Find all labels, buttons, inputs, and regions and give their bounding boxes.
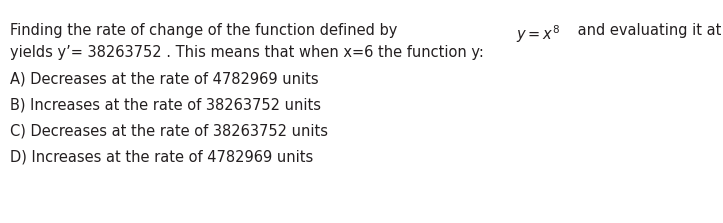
Text: B) Increases at the rate of 38263752 units: B) Increases at the rate of 38263752 uni… bbox=[10, 97, 321, 112]
Text: and evaluating it at x=9 units: and evaluating it at x=9 units bbox=[573, 23, 723, 38]
Text: Finding the rate of change of the function defined by: Finding the rate of change of the functi… bbox=[10, 23, 402, 38]
Text: C) Decreases at the rate of 38263752 units: C) Decreases at the rate of 38263752 uni… bbox=[10, 123, 328, 138]
Text: yields y’= 38263752 . This means that when x=6 the function y:: yields y’= 38263752 . This means that wh… bbox=[10, 45, 484, 60]
Text: A) Decreases at the rate of 4782969 units: A) Decreases at the rate of 4782969 unit… bbox=[10, 71, 319, 86]
Text: D) Increases at the rate of 4782969 units: D) Increases at the rate of 4782969 unit… bbox=[10, 149, 313, 164]
Text: $y = x^{8}$: $y = x^{8}$ bbox=[515, 23, 560, 45]
